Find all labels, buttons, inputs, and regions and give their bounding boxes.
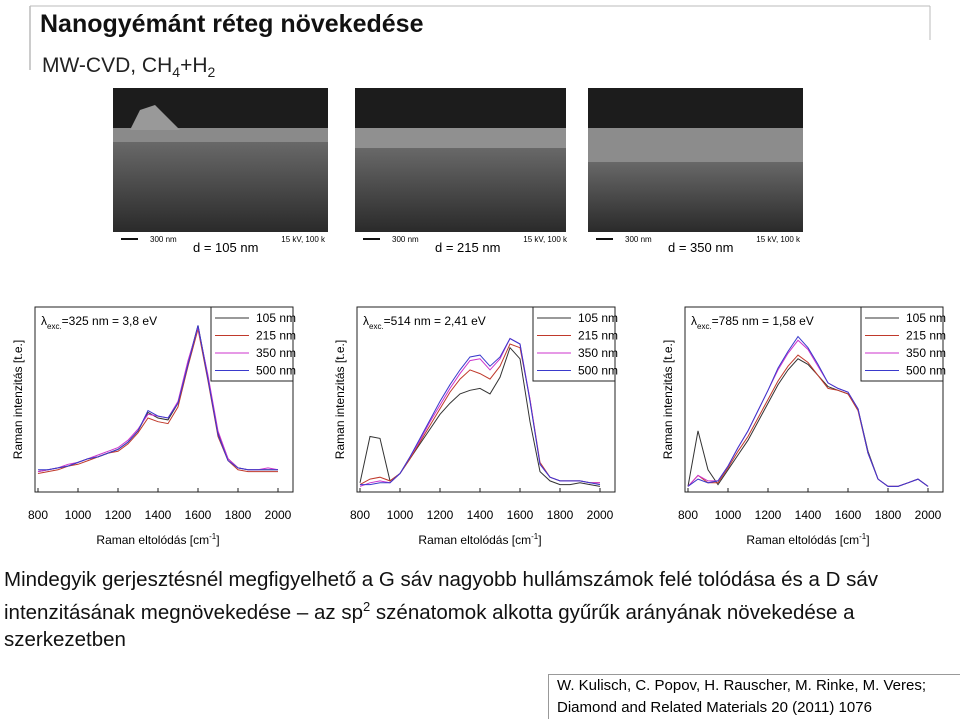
x-label-part: Raman eltolódás [cm xyxy=(746,533,859,547)
x-axis-label: Raman eltolódás [cm-1] xyxy=(96,532,219,547)
caption: Mindegyik gerjesztésnél megfigyelhető a … xyxy=(4,566,954,653)
sem-scale: 300 nm xyxy=(150,235,177,244)
legend-label: 350 nm xyxy=(256,346,296,360)
x-tick-label: 1400 xyxy=(145,508,172,522)
legend-label: 350 nm xyxy=(906,346,946,360)
legend-label: 500 nm xyxy=(256,364,296,378)
annotation-part: =325 nm = 3,8 eV xyxy=(62,314,157,328)
x-tick-label: 1400 xyxy=(795,508,822,522)
sem-info: 15 kV, 100 k xyxy=(281,235,326,244)
reference: W. Kulisch, C. Popov, H. Rauscher, M. Ri… xyxy=(548,674,960,719)
subscript: exc. xyxy=(369,322,384,331)
sem-caption: d = 215 nm xyxy=(435,240,500,255)
x-label-part: ] xyxy=(538,533,541,547)
x-tick-label: 1800 xyxy=(225,508,252,522)
annotation-part: λ xyxy=(363,314,369,328)
x-label-part: ] xyxy=(216,533,219,547)
superscript: -1 xyxy=(859,532,867,541)
annotation: λexc.=325 nm = 3,8 eV xyxy=(41,314,157,331)
sem-info: 15 kV, 100 k xyxy=(756,235,801,244)
x-tick-label: 1600 xyxy=(835,508,862,522)
series-line xyxy=(37,329,278,474)
x-tick-label: 2000 xyxy=(587,508,614,522)
legend-label: 105 nm xyxy=(906,311,946,325)
x-tick-label: 800 xyxy=(28,508,48,522)
annotation: λexc.=514 nm = 2,41 eV xyxy=(363,314,486,331)
legend-label: 500 nm xyxy=(578,364,618,378)
superscript: -1 xyxy=(209,532,217,541)
subscript: exc. xyxy=(47,322,62,331)
x-tick-label: 1200 xyxy=(105,508,132,522)
caption-text: szénatomok alkotta gyűrűk arányának növe… xyxy=(4,600,855,651)
legend-box xyxy=(860,306,944,382)
x-axis-label: Raman eltolódás [cm-1] xyxy=(418,532,541,547)
x-axis-label: Raman eltolódás [cm-1] xyxy=(746,532,869,547)
sem-caption: d = 350 nm xyxy=(668,240,733,255)
subscript: 2 xyxy=(208,64,216,80)
reference-line: Diamond and Related Materials 20 (2011) … xyxy=(557,699,872,716)
x-tick-label: 2000 xyxy=(915,508,942,522)
annotation-part: λ xyxy=(691,314,697,328)
legend-label: 500 nm xyxy=(906,364,946,378)
caption-text: Mindegyik gerjesztésnél megfigyelhető a … xyxy=(4,568,878,624)
annotation: λexc.=785 nm = 1,58 eV xyxy=(691,314,814,331)
subscript: 4 xyxy=(172,64,180,80)
series-line xyxy=(360,337,601,486)
legend-box xyxy=(532,306,616,382)
x-label-part: Raman eltolódás [cm xyxy=(418,533,531,547)
sem-scale: 300 nm xyxy=(625,235,652,244)
sem-scale: 300 nm xyxy=(392,235,419,244)
sem-info: 15 kV, 100 k xyxy=(523,235,568,244)
sem-caption: d = 105 nm xyxy=(193,240,258,255)
plot-frame xyxy=(34,306,294,493)
x-tick-label: 1600 xyxy=(185,508,212,522)
x-tick-label: 1200 xyxy=(427,508,454,522)
annotation-part: =785 nm = 1,58 eV xyxy=(712,314,814,328)
x-tick-label: 1000 xyxy=(387,508,414,522)
caption-sup: 2 xyxy=(362,599,371,614)
superscript: -1 xyxy=(531,532,539,541)
x-tick-label: 1800 xyxy=(547,508,574,522)
x-tick-label: 1600 xyxy=(507,508,534,522)
x-tick-label: 2000 xyxy=(265,508,292,522)
sem-image xyxy=(113,88,328,232)
legend-box xyxy=(210,306,294,382)
y-axis-label: Raman intenzitás [t.e.] xyxy=(333,340,347,459)
x-label-part: ] xyxy=(866,533,869,547)
subtitle-part: MW-CVD, CH xyxy=(42,54,172,77)
x-tick-label: 1400 xyxy=(467,508,494,522)
y-axis-label: Raman intenzitás [t.e.] xyxy=(11,340,25,459)
legend-label: 350 nm xyxy=(578,346,618,360)
y-axis-label: Raman intenzitás [t.e.] xyxy=(661,340,675,459)
x-tick-label: 1000 xyxy=(715,508,742,522)
sem-image xyxy=(355,88,566,232)
legend-label: 215 nm xyxy=(578,329,618,343)
x-label-part: Raman eltolódás [cm xyxy=(96,533,209,547)
x-tick-label: 1000 xyxy=(65,508,92,522)
x-tick-label: 1200 xyxy=(755,508,782,522)
title: Nanogyémánt réteg növekedése xyxy=(40,10,424,38)
subtitle-part: +H xyxy=(180,54,207,77)
annotation-part: λ xyxy=(41,314,47,328)
subscript: exc. xyxy=(697,322,712,331)
annotation-part: =514 nm = 2,41 eV xyxy=(384,314,486,328)
legend-label: 105 nm xyxy=(578,311,618,325)
subtitle: MW-CVD, CH4+H2 xyxy=(42,54,216,80)
legend-label: 105 nm xyxy=(256,311,296,325)
x-tick-label: 800 xyxy=(678,508,698,522)
plot-frame xyxy=(684,306,944,493)
legend-label: 215 nm xyxy=(906,329,946,343)
reference-line: W. Kulisch, C. Popov, H. Rauscher, M. Ri… xyxy=(557,677,927,694)
plot-frame xyxy=(356,306,616,493)
x-tick-label: 1800 xyxy=(875,508,902,522)
series-line xyxy=(38,325,278,471)
x-tick-label: 800 xyxy=(350,508,370,522)
legend-label: 215 nm xyxy=(256,329,296,343)
series-line xyxy=(687,335,929,487)
sem-image xyxy=(588,88,803,232)
